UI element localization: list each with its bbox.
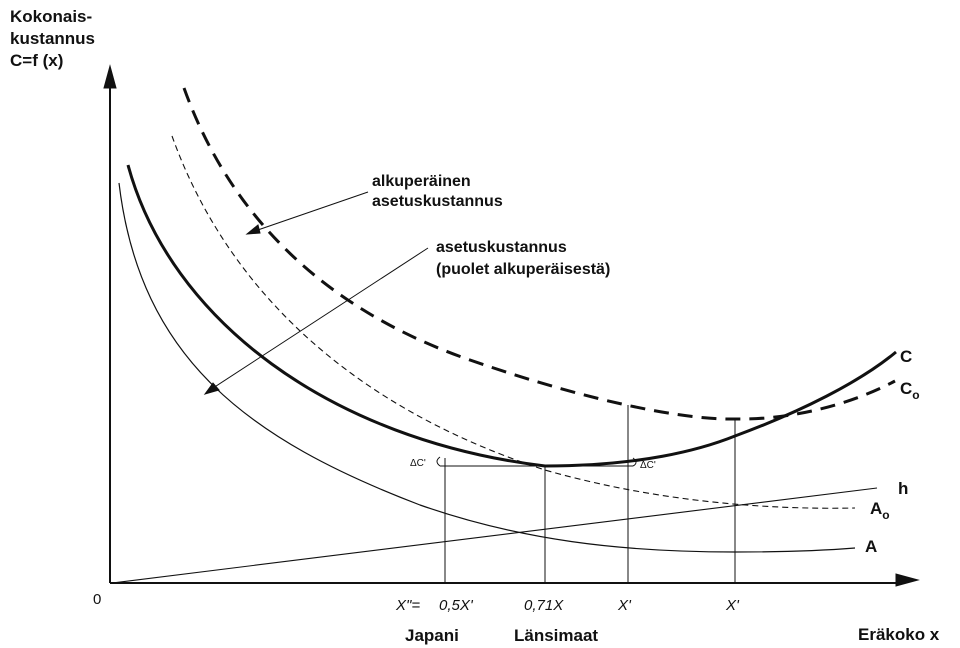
y-axis-title-line-3: C=f (x) (10, 51, 63, 70)
y-axis-title-line-1: Kokonais- (10, 7, 92, 26)
label-C0-sub: o (912, 388, 919, 402)
label-h: h (898, 479, 908, 498)
y-axis-arrow (103, 64, 117, 89)
curve-A0 (171, 135, 856, 509)
label-A0-sub: o (882, 508, 889, 522)
label-A: A (865, 537, 877, 556)
curve-h (111, 487, 878, 584)
group-japan: Japani (405, 626, 459, 645)
label-C: C (900, 347, 912, 366)
delta-brace-left (436, 456, 441, 467)
delta-label-left: ΔC' (410, 458, 426, 469)
tick-xprime-2: X' (725, 597, 740, 614)
tick-071: 0,71X (524, 597, 564, 614)
label-A0-main: A (870, 499, 882, 518)
group-west: Länsimaat (514, 626, 598, 645)
tick-x-double-prime: X"= (395, 597, 420, 614)
label-C0: Co (900, 379, 920, 402)
annotation-half-line-1: asetuskustannus (436, 239, 567, 256)
x-axis-arrow (895, 573, 920, 587)
annotation-half-line-2: (puolet alkuperäisestä) (436, 261, 610, 278)
arrow-original-setup (245, 191, 369, 235)
label-A0: Ao (870, 499, 890, 522)
curve-C0 (182, 87, 896, 421)
origin-label: 0 (93, 591, 101, 608)
annotation-half-setup: asetuskustannus (puolet alkuperäisestä) (436, 239, 610, 278)
axes (103, 64, 920, 587)
annotation-original-setup: alkuperäinen asetuskustannus (372, 173, 503, 210)
annotation-original-line-1: alkuperäinen (372, 173, 471, 190)
curve-C (126, 164, 897, 468)
delta-label-right: ΔC' (640, 460, 656, 471)
label-C0-main: C (900, 379, 912, 398)
tick-half: 0,5X' (439, 597, 474, 614)
y-axis-title-line-2: kustannus (10, 29, 95, 48)
annotation-original-line-2: asetuskustannus (372, 193, 503, 210)
curve-A (118, 182, 856, 553)
tick-xprime-1: X' (617, 597, 632, 614)
x-axis-title: Eräkoko x (858, 625, 940, 644)
y-axis-title: Kokonais- kustannus C=f (x) (10, 7, 100, 70)
arrow-half-setup (203, 247, 429, 395)
delta-brace-right (632, 457, 637, 467)
